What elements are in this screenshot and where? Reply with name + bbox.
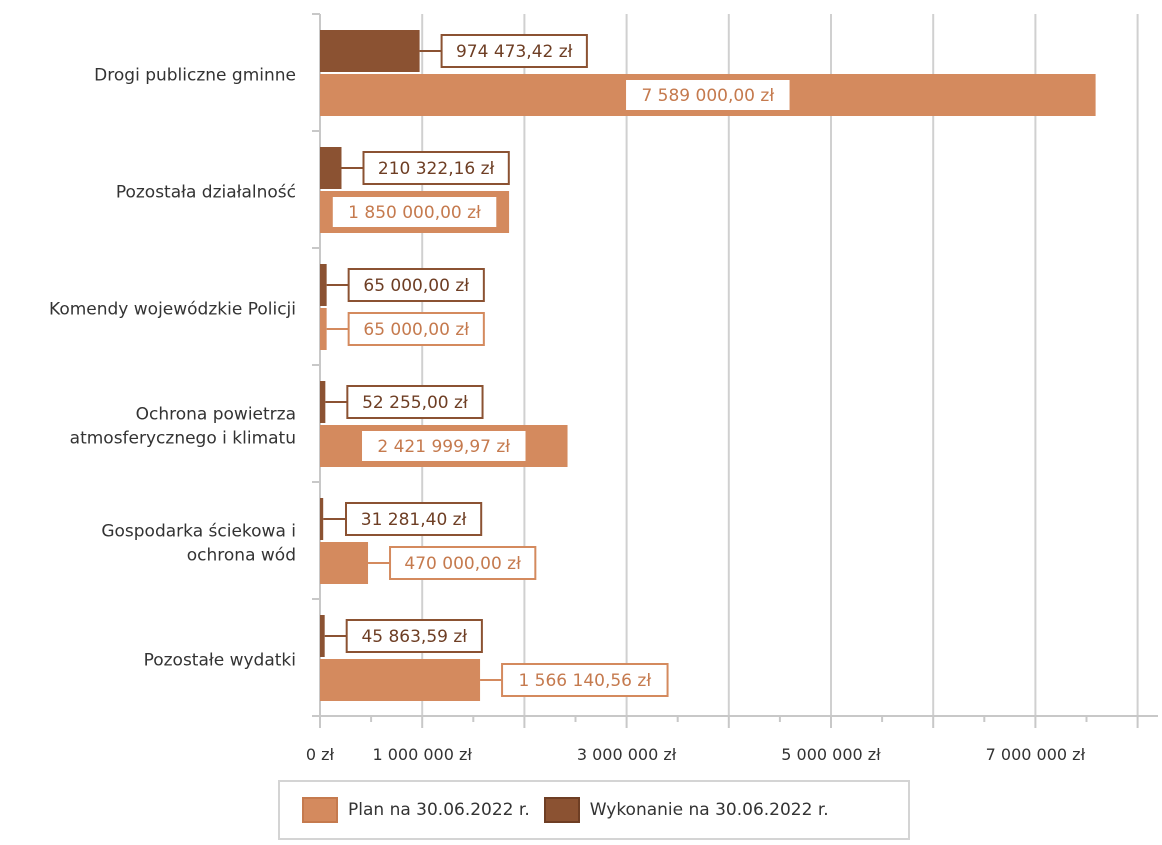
category-label: Pozostała działalność	[116, 183, 296, 203]
data-label-box	[345, 502, 483, 536]
data-label-plan: 1 566 140,56 zł	[518, 671, 651, 691]
bar-plan	[320, 659, 481, 701]
x-tick-label: 5 000 000 zł	[781, 745, 881, 764]
legend-item-plan: Plan na 30.06.2022 r.	[302, 797, 530, 823]
data-label-plan: 7 589 000,00 zł	[641, 86, 774, 106]
data-label-box	[347, 312, 485, 346]
data-label-wykonanie: 210 322,16 zł	[378, 159, 495, 179]
data-label-wykonanie: 974 473,42 zł	[456, 42, 573, 62]
category-label: Ochrona powietrza	[136, 405, 296, 425]
x-tick-label: 3 000 000 zł	[577, 745, 677, 764]
x-tick-label: 7 000 000 zł	[986, 745, 1086, 764]
data-label-box	[347, 268, 485, 302]
legend-swatch-wykonanie	[543, 797, 580, 823]
data-label-wykonanie: 65 000,00 zł	[363, 276, 469, 296]
bar-wykonanie	[320, 498, 324, 540]
legend-label-wykonanie: Wykonanie na 30.06.2022 r.	[589, 800, 829, 820]
data-label-box	[440, 34, 588, 68]
bar-wykonanie	[320, 381, 326, 423]
category-label: atmosferycznego i klimatu	[70, 429, 296, 449]
bar-wykonanie	[320, 615, 325, 657]
bar-wykonanie	[320, 264, 327, 306]
category-label: Komendy wojewódzkie Policji	[49, 300, 296, 320]
data-label-box	[362, 151, 510, 185]
data-label-box	[345, 619, 483, 653]
x-tick-label: 1 000 000 zł	[372, 745, 472, 764]
bar-plan	[320, 308, 327, 350]
data-label-wykonanie: 31 281,40 zł	[361, 510, 467, 530]
legend-item-wykonanie: Wykonanie na 30.06.2022 r.	[543, 797, 829, 823]
legend-label-plan: Plan na 30.06.2022 r.	[348, 800, 530, 820]
data-label-plan: 470 000,00 zł	[404, 554, 521, 574]
data-label-box	[346, 385, 484, 419]
data-label-wykonanie: 52 255,00 zł	[362, 393, 468, 413]
category-label: Pozostałe wydatki	[144, 651, 296, 671]
category-label: Drogi publiczne gminne	[94, 66, 296, 86]
data-label-plan: 1 850 000,00 zł	[348, 203, 481, 223]
category-label: Gospodarka ściekowa i	[101, 522, 296, 542]
data-label-wykonanie: 45 863,59 zł	[361, 627, 467, 647]
data-label-plan: 2 421 999,97 zł	[377, 437, 510, 457]
data-label-plan: 65 000,00 zł	[363, 320, 469, 340]
bar-wykonanie	[320, 30, 420, 72]
bar-wykonanie	[320, 147, 342, 189]
data-label-box	[389, 546, 537, 580]
data-label-box	[360, 429, 528, 463]
data-label-box	[501, 663, 669, 697]
data-label-box	[330, 195, 499, 229]
x-tick-label: 0 zł	[306, 745, 335, 764]
chart-legend: Plan na 30.06.2022 r. Wykonanie na 30.06…	[278, 780, 910, 840]
legend-swatch-plan	[302, 797, 338, 823]
category-label: ochrona wód	[187, 546, 296, 566]
data-label-box	[624, 78, 792, 112]
bar-plan	[320, 542, 369, 584]
